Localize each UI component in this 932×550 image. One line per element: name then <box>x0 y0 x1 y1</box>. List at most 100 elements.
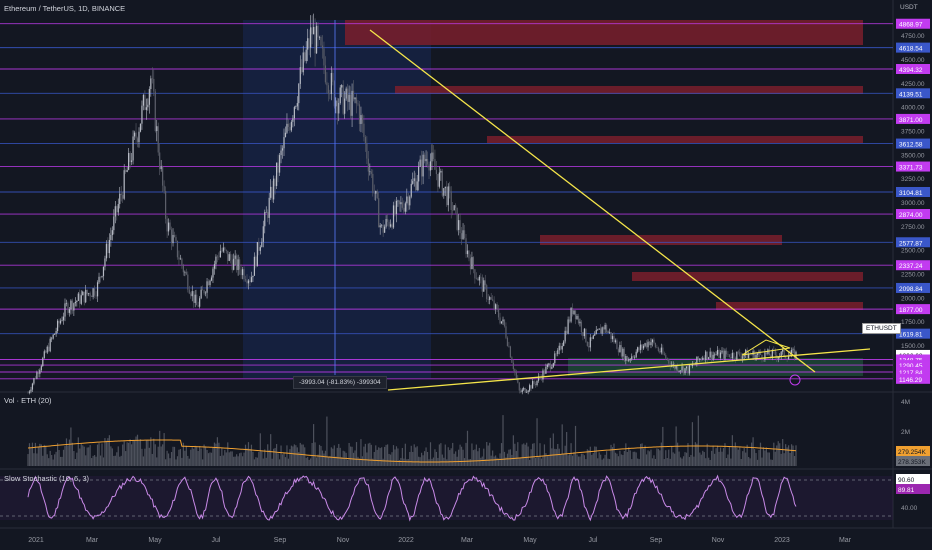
volume-bar <box>370 444 372 466</box>
candle-body <box>756 353 759 355</box>
ascending-trendline <box>387 348 871 391</box>
candle-body <box>156 126 158 132</box>
volume-bar <box>240 452 242 466</box>
candle-body <box>373 192 375 194</box>
candle-body <box>391 224 393 228</box>
volume-bar <box>252 451 254 466</box>
candle-body <box>230 254 232 260</box>
volume-bar <box>318 444 321 466</box>
candle-body <box>462 230 464 240</box>
candle-body <box>401 202 403 208</box>
price-badge-label: 1146.29 <box>899 377 922 384</box>
candle-body <box>305 49 307 61</box>
candle-body <box>138 131 140 143</box>
candle-body <box>437 174 439 187</box>
candle-body <box>551 366 553 369</box>
volume-bar <box>678 451 680 466</box>
candle-body <box>116 206 118 213</box>
volume-bar <box>378 447 380 466</box>
volume-bar <box>529 459 531 466</box>
candle-body <box>453 205 455 211</box>
candle-body <box>674 364 676 369</box>
volume-bar <box>632 451 634 466</box>
volume-bar <box>616 453 618 466</box>
candle-body <box>151 78 153 80</box>
candle-body <box>699 358 701 360</box>
volume-bar <box>204 446 207 466</box>
candle-body <box>381 224 383 226</box>
candle-body <box>614 340 617 343</box>
volume-bar <box>91 458 93 466</box>
volume-bar <box>104 438 106 466</box>
candle-body <box>188 289 190 294</box>
volume-bar <box>173 446 176 466</box>
candle-body <box>468 250 470 259</box>
volume-bar <box>469 459 472 466</box>
volume-bar <box>490 455 492 466</box>
volume-bar <box>36 453 38 466</box>
volume-bar <box>406 459 408 466</box>
time-axis-label: Sep <box>650 537 663 544</box>
volume-bar <box>706 443 708 466</box>
candle-body <box>447 186 449 206</box>
candle-body <box>444 186 446 189</box>
candle-body <box>492 299 494 301</box>
time-axis-label: May <box>523 537 537 544</box>
volume-bar <box>647 450 649 466</box>
volume-bar <box>167 453 170 466</box>
volume-bar <box>416 446 418 466</box>
support-zone <box>568 358 863 376</box>
volume-bar <box>42 455 44 466</box>
volume-bar <box>364 443 366 466</box>
candle-body <box>603 327 605 330</box>
volume-bar <box>788 445 790 466</box>
volume-bar <box>62 449 65 466</box>
stochastic-panel-title[interactable]: Slow Stochastic (10, 6, 3) <box>4 474 90 483</box>
volume-bar <box>295 445 297 466</box>
price-badge-label: 3612.58 <box>899 142 923 149</box>
candle-body <box>418 166 420 182</box>
volume-bar <box>429 442 432 466</box>
candle-body <box>577 315 580 324</box>
volume-bar <box>116 452 118 466</box>
candle-body <box>105 243 108 259</box>
volume-bar <box>27 454 29 466</box>
stoch-badge <box>896 484 930 494</box>
candle-body <box>728 354 731 358</box>
volume-bar <box>193 448 195 466</box>
candle-body <box>705 351 707 360</box>
volume-bar <box>132 439 134 466</box>
candle-body <box>104 258 106 267</box>
candle-body <box>426 158 429 165</box>
volume-bar <box>645 454 648 466</box>
volume-bar <box>293 444 295 466</box>
candle-body <box>783 349 785 358</box>
resistance-zone <box>395 86 863 94</box>
volume-bar <box>657 448 659 466</box>
candle-body <box>651 339 654 343</box>
volume-bar <box>395 446 398 466</box>
volume-bar <box>608 459 611 466</box>
candle-body <box>582 332 584 337</box>
candle-body <box>326 82 328 86</box>
price-badge-label: 2098.84 <box>899 286 923 293</box>
volume-bar <box>233 456 235 466</box>
volume-bar <box>472 450 475 466</box>
candle-body <box>225 249 227 251</box>
candle-body <box>529 385 531 391</box>
volume-bar <box>335 456 337 466</box>
candle-body <box>458 220 460 230</box>
candle-body <box>530 385 532 389</box>
volume-bar <box>418 456 420 466</box>
candle-body <box>388 221 390 227</box>
volume-panel-title[interactable]: Vol · ETH (20) <box>4 396 52 405</box>
candle-body <box>296 103 298 107</box>
stoch-line <box>27 474 797 522</box>
volume-bar <box>37 447 39 466</box>
candle-body <box>55 331 57 334</box>
volume-bar <box>554 448 556 466</box>
volume-bar <box>500 443 503 466</box>
candle-body <box>650 342 652 346</box>
time-axis-label: Sep <box>274 537 287 544</box>
